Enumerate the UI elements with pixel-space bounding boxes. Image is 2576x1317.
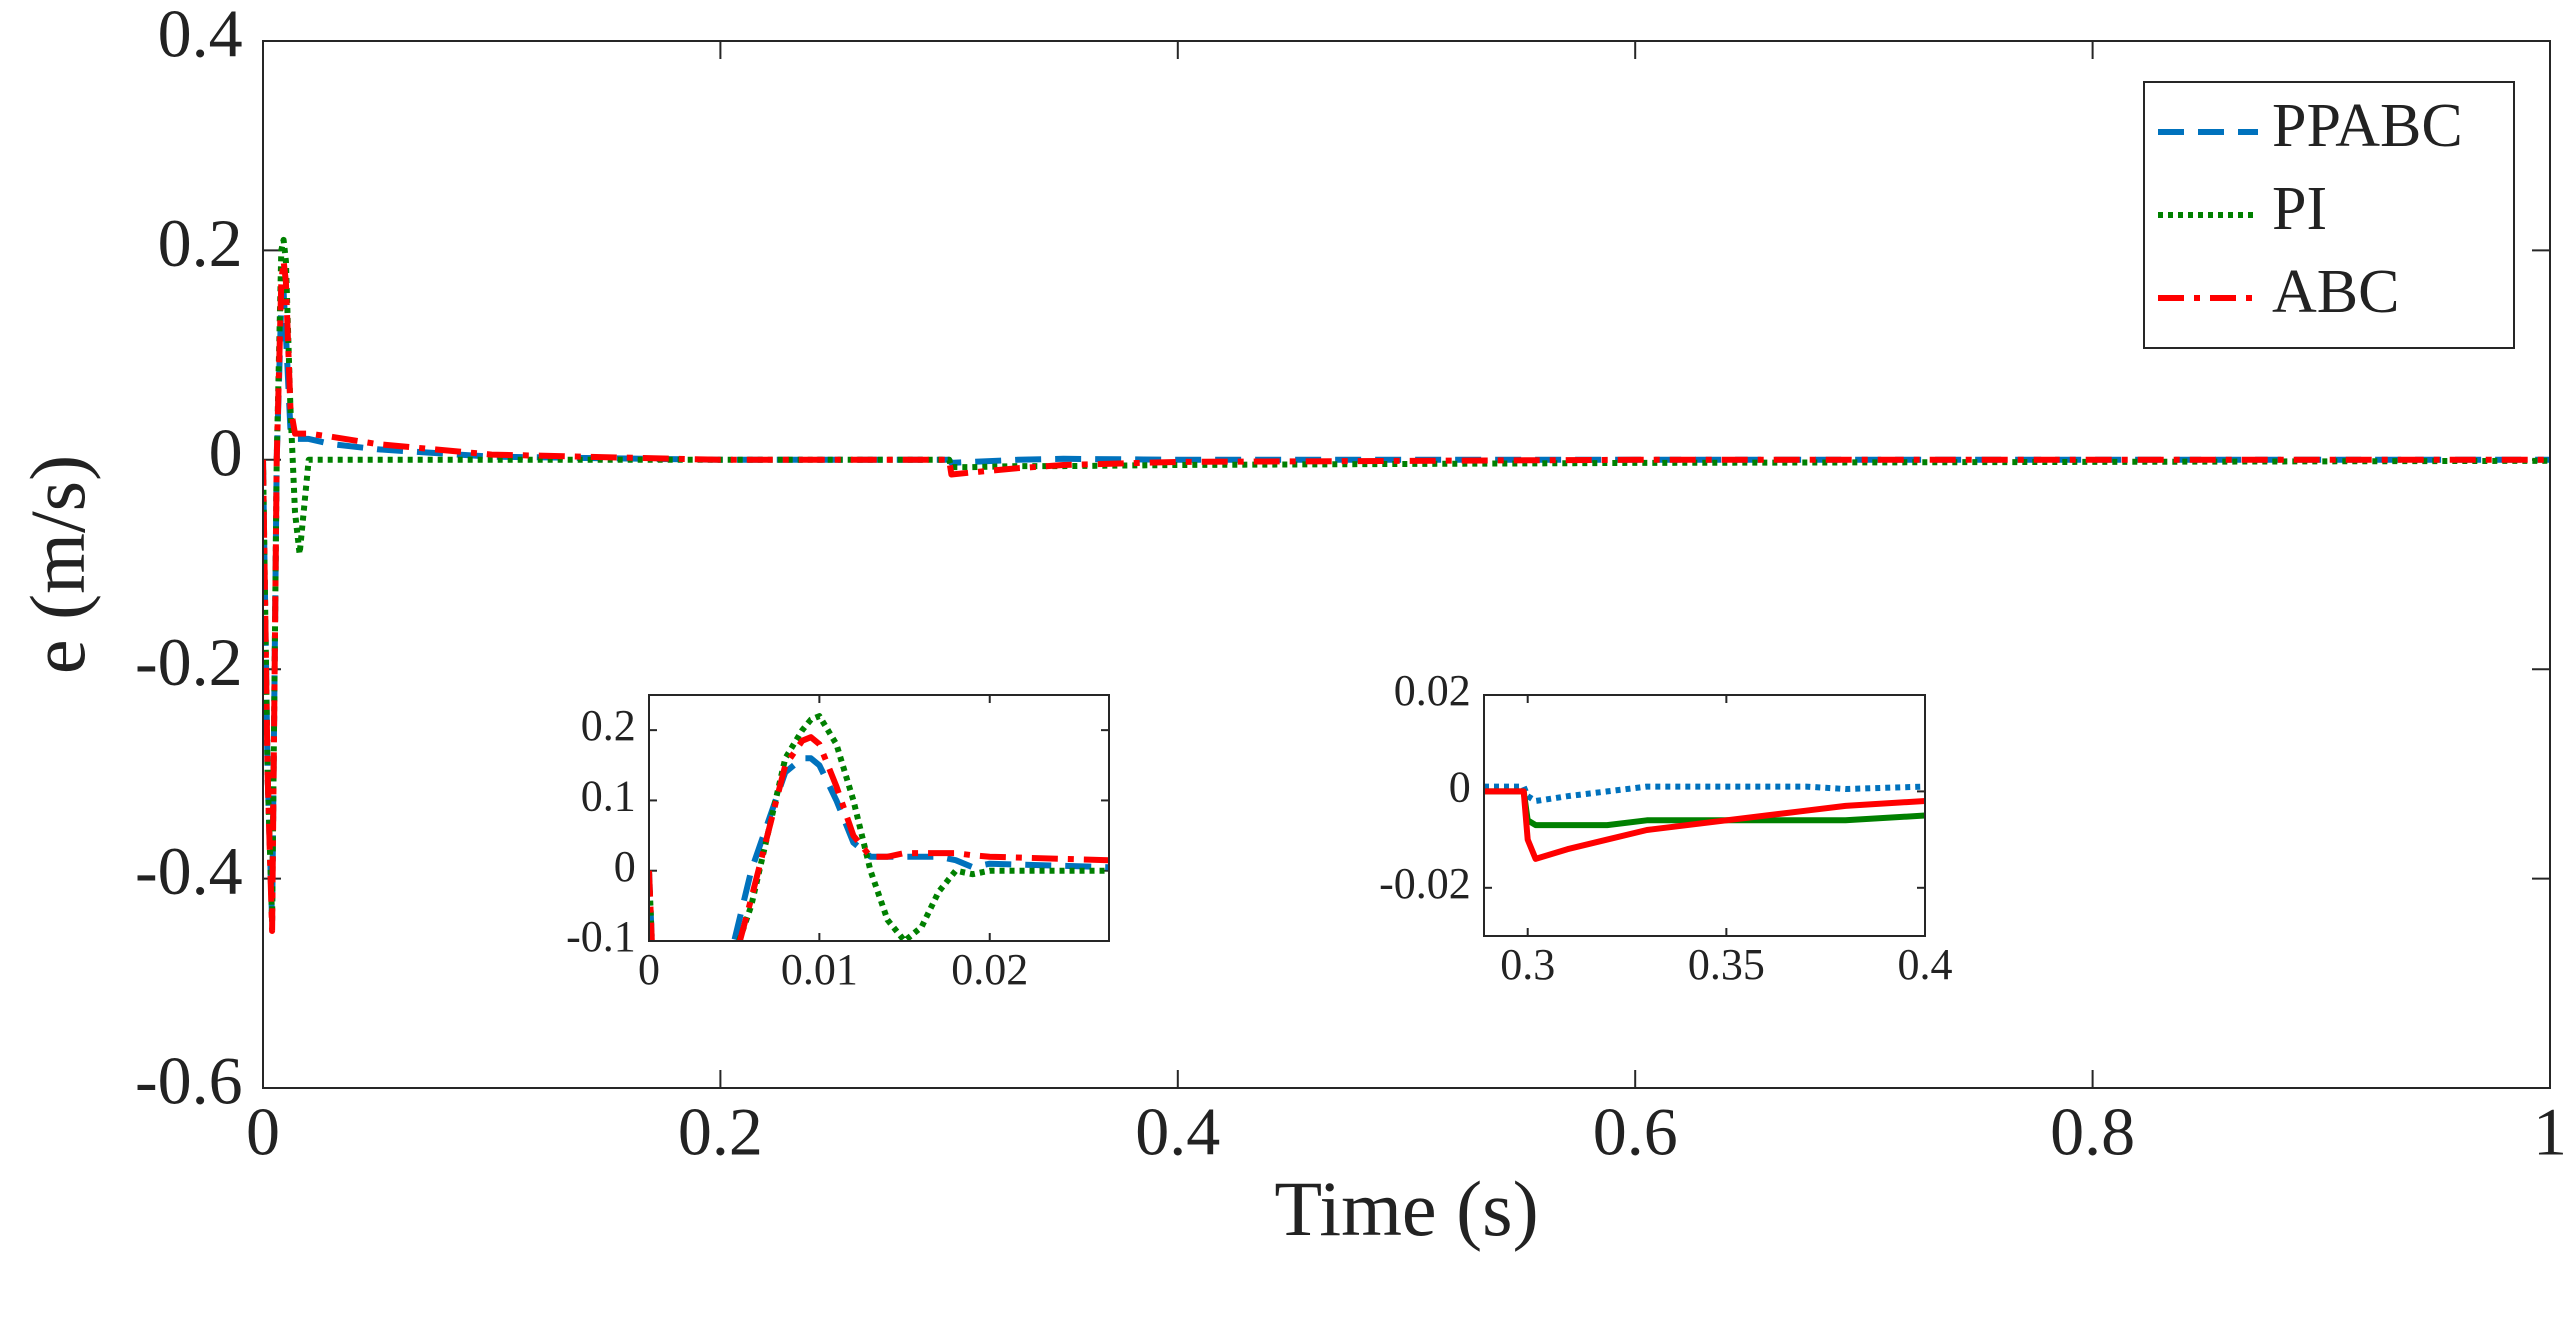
x-tick-label: 1 xyxy=(2533,1094,2567,1170)
x-tick-label: 0.8 xyxy=(2050,1094,2135,1170)
legend-box xyxy=(2143,81,2515,349)
plot-area xyxy=(649,695,1109,941)
x-tick-label: 0.4 xyxy=(1898,940,1953,989)
series-group xyxy=(1484,783,1925,862)
y-tick-label: 0.02 xyxy=(1394,666,1471,715)
x-tick-label: 0.6 xyxy=(1593,1094,1678,1170)
legend-label: ABC xyxy=(2272,258,2399,326)
axes-frame xyxy=(262,40,2551,1089)
y-tick-label: 0.2 xyxy=(158,205,243,281)
series-line xyxy=(649,755,1109,941)
series-line xyxy=(263,257,2550,934)
series-line xyxy=(649,713,1109,941)
legend-label: PI xyxy=(2272,175,2327,243)
y-tick-label: 0.1 xyxy=(581,772,636,821)
x-tick-label: 0.4 xyxy=(1135,1094,1220,1170)
x-tick-label: 0.2 xyxy=(678,1094,763,1170)
x-tick-label: 0.35 xyxy=(1688,940,1765,989)
series-group xyxy=(263,236,2550,934)
y-tick-label: -0.02 xyxy=(1379,859,1471,908)
plot-area xyxy=(1484,695,1925,936)
y-tick-label: -0.2 xyxy=(135,624,243,700)
x-tick-label: 0.01 xyxy=(781,945,858,994)
y-tick-label: 0 xyxy=(614,842,636,891)
series-group xyxy=(649,713,1109,941)
x-tick-label: 0 xyxy=(638,945,660,994)
x-tick-label: 0.3 xyxy=(1500,940,1555,989)
series-line xyxy=(1484,788,1925,862)
y-axis-label: e (m/s) xyxy=(14,455,101,674)
axes-frame xyxy=(1483,694,1926,937)
axes-frame xyxy=(648,694,1110,942)
series-line xyxy=(1484,783,1925,804)
y-tick-label: 0 xyxy=(1449,762,1471,811)
y-tick-label: 0.4 xyxy=(158,0,243,72)
x-axis-label: Time (s) xyxy=(1274,1165,1538,1252)
y-tick-label: 0.2 xyxy=(581,701,636,750)
y-tick-label: -0.1 xyxy=(566,912,636,961)
x-tick-label: 0 xyxy=(246,1094,280,1170)
legend-label: PPABC xyxy=(2272,92,2463,160)
series-line xyxy=(649,734,1109,941)
y-tick-label: -0.6 xyxy=(135,1043,243,1119)
y-tick-label: 0 xyxy=(209,414,243,490)
y-tick-label: -0.4 xyxy=(135,833,243,909)
x-tick-label: 0.02 xyxy=(951,945,1028,994)
